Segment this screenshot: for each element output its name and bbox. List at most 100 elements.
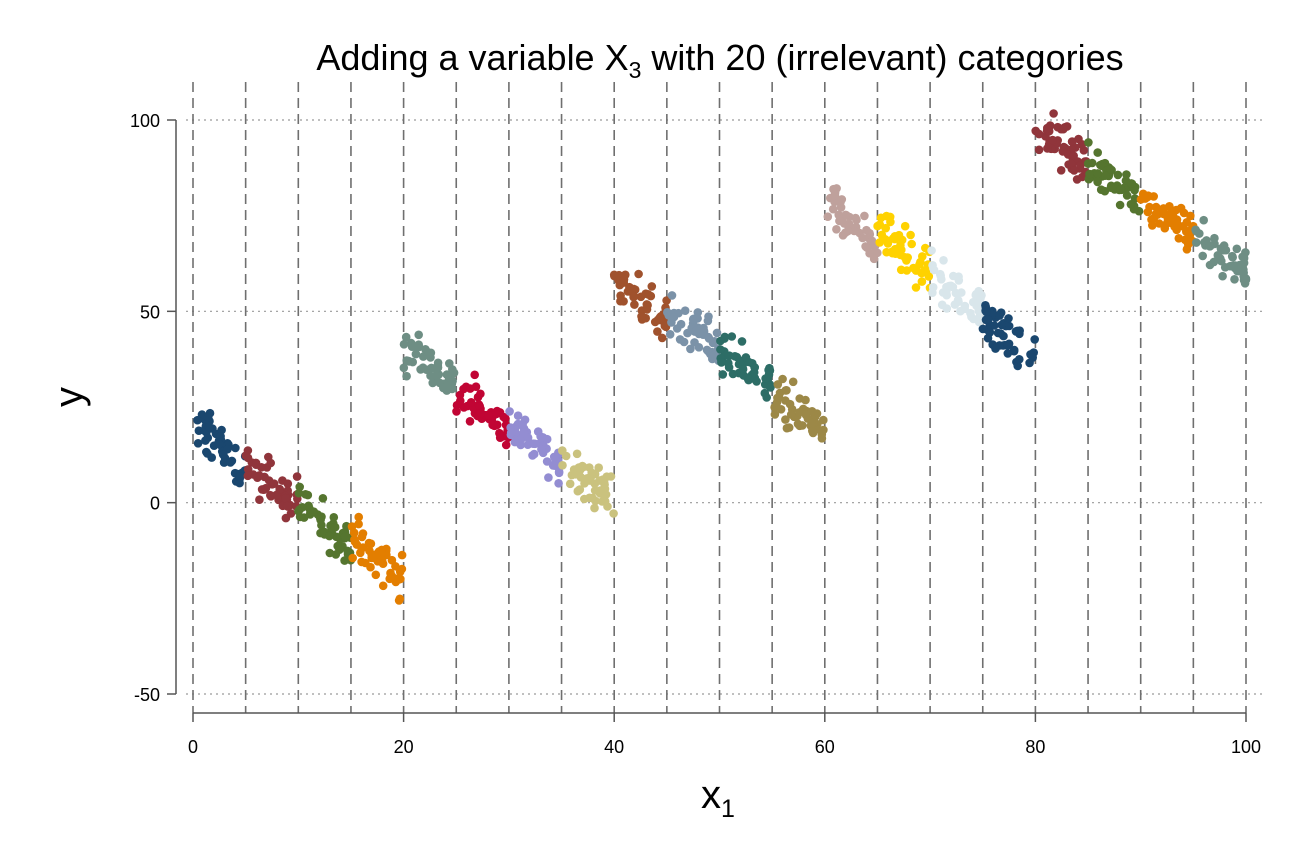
data-point bbox=[1106, 183, 1116, 192]
data-point bbox=[591, 496, 600, 506]
series-17 bbox=[1031, 109, 1091, 184]
data-point bbox=[766, 383, 775, 392]
series-6 bbox=[452, 370, 513, 450]
data-point bbox=[325, 531, 334, 541]
data-point bbox=[653, 315, 663, 325]
x-tick-label: 80 bbox=[1025, 737, 1045, 757]
data-point bbox=[795, 408, 804, 417]
data-point bbox=[881, 223, 890, 233]
data-point bbox=[204, 422, 214, 432]
data-point bbox=[983, 315, 993, 324]
data-point bbox=[749, 368, 759, 377]
data-point bbox=[426, 353, 435, 362]
data-point bbox=[594, 463, 603, 473]
data-point bbox=[243, 471, 253, 481]
data-point bbox=[858, 233, 867, 243]
data-point bbox=[357, 544, 367, 553]
data-point bbox=[1218, 271, 1227, 281]
data-point bbox=[637, 312, 646, 321]
data-point bbox=[1058, 147, 1068, 156]
data-point bbox=[1077, 172, 1087, 182]
data-point bbox=[956, 306, 965, 316]
data-point bbox=[1233, 266, 1242, 276]
data-point bbox=[1227, 251, 1237, 261]
data-point bbox=[1077, 140, 1087, 149]
data-point bbox=[340, 556, 349, 565]
data-point bbox=[738, 364, 748, 374]
data-point bbox=[642, 305, 652, 314]
data-point bbox=[309, 507, 319, 516]
data-point bbox=[1215, 253, 1224, 262]
data-point bbox=[421, 345, 430, 354]
data-point bbox=[712, 328, 722, 338]
data-point bbox=[214, 439, 224, 449]
data-point bbox=[704, 312, 713, 321]
data-point bbox=[808, 426, 817, 436]
data-point bbox=[1127, 179, 1136, 188]
data-point bbox=[294, 488, 304, 498]
data-point bbox=[1199, 215, 1208, 225]
data-point bbox=[691, 326, 701, 335]
data-point bbox=[255, 495, 264, 505]
data-point bbox=[217, 425, 226, 435]
data-point bbox=[554, 479, 563, 488]
data-point bbox=[475, 402, 485, 411]
data-point bbox=[882, 247, 891, 257]
data-point bbox=[1182, 245, 1192, 254]
series-14 bbox=[873, 211, 935, 293]
series-4 bbox=[347, 512, 407, 605]
data-point bbox=[634, 269, 643, 279]
data-point bbox=[537, 444, 546, 454]
data-point bbox=[243, 453, 253, 463]
data-point bbox=[776, 405, 786, 414]
data-point bbox=[669, 312, 679, 322]
data-point bbox=[587, 468, 596, 478]
data-point bbox=[281, 493, 291, 503]
data-point bbox=[1003, 341, 1013, 350]
data-point bbox=[995, 311, 1004, 320]
data-point bbox=[402, 371, 411, 381]
data-point bbox=[1219, 245, 1228, 255]
data-point bbox=[378, 581, 388, 591]
data-point bbox=[445, 359, 454, 368]
data-point bbox=[466, 398, 476, 407]
data-point bbox=[902, 256, 911, 265]
x-axis-title-subscript: 1 bbox=[721, 795, 735, 823]
data-point bbox=[1151, 202, 1161, 212]
data-point bbox=[495, 428, 504, 438]
data-point bbox=[832, 225, 841, 234]
data-point bbox=[510, 437, 520, 447]
data-point bbox=[1043, 123, 1052, 133]
data-point bbox=[519, 428, 528, 438]
data-point bbox=[982, 307, 991, 317]
x-tick-label: 40 bbox=[604, 737, 624, 757]
data-point bbox=[275, 484, 285, 494]
chart-title-main: Adding a variable X bbox=[316, 37, 628, 78]
data-point bbox=[530, 439, 540, 449]
data-point bbox=[830, 191, 840, 200]
series-2 bbox=[241, 446, 302, 523]
data-point bbox=[939, 255, 948, 265]
data-point bbox=[1154, 219, 1164, 228]
data-point bbox=[725, 351, 734, 361]
data-point bbox=[374, 547, 384, 556]
data-point bbox=[357, 532, 367, 542]
data-point bbox=[377, 555, 387, 565]
data-point bbox=[1115, 200, 1125, 210]
data-point bbox=[786, 410, 796, 419]
data-point bbox=[911, 266, 921, 275]
data-point bbox=[1116, 184, 1125, 194]
data-point bbox=[340, 532, 350, 542]
data-point bbox=[219, 458, 229, 467]
data-point bbox=[672, 324, 682, 333]
data-point bbox=[727, 332, 737, 341]
data-point bbox=[1096, 160, 1105, 170]
series-9 bbox=[609, 269, 671, 343]
data-point bbox=[937, 300, 947, 310]
data-point bbox=[1198, 251, 1207, 261]
data-point bbox=[366, 562, 375, 572]
data-point bbox=[629, 292, 638, 302]
data-point bbox=[1066, 159, 1076, 169]
data-point bbox=[1192, 238, 1201, 247]
data-point bbox=[216, 432, 225, 441]
